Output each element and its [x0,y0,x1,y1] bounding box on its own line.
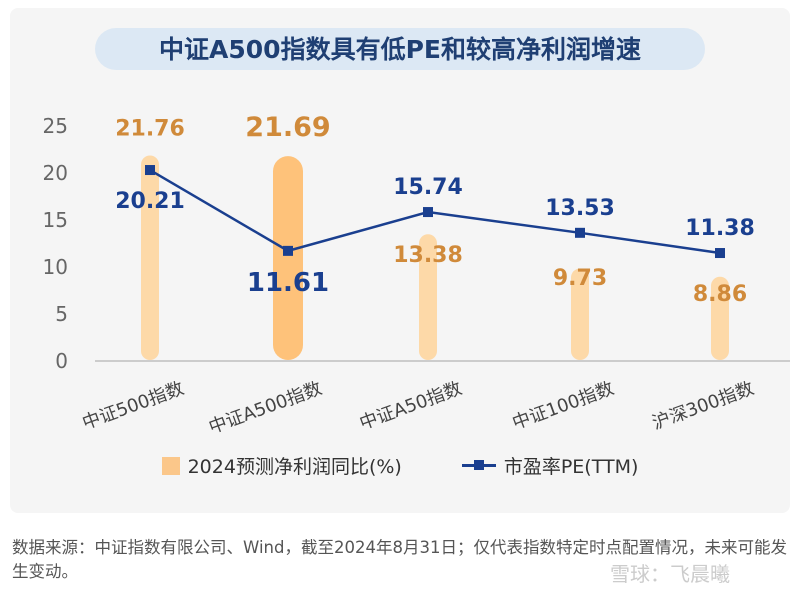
bar-value-label: 9.73 [553,266,607,291]
watermark: 雪球：飞晨曦 [610,562,730,586]
legend: 2024预测净利润同比(%) 市盈率PE(TTM) [0,452,800,479]
chart-card [10,8,790,513]
pe-point [715,248,725,259]
y-tick-label: 20 [43,161,68,185]
legend-label-line: 市盈率PE(TTM) [503,456,639,478]
legend-item-line: 市盈率PE(TTM) [461,452,639,479]
y-tick-label: 15 [43,208,68,232]
legend-swatch-bar [161,456,180,475]
pe-value-label: 20.21 [115,189,185,214]
x-tick-label: 中证100指数 [510,378,617,434]
pe-value-label: 13.53 [545,196,615,221]
bar-value-label: 8.86 [693,282,747,307]
x-tick-label: 中证A500指数 [206,378,325,438]
bar [711,276,729,360]
y-tick-label: 25 [43,114,68,138]
pe-point [145,165,155,176]
legend-item-bar: 2024预测净利润同比(%) [161,452,402,479]
bar [273,156,303,360]
pe-value-label: 15.74 [393,175,463,200]
x-tick-label: 沪深300指数 [650,378,757,434]
legend-label-bar: 2024预测净利润同比(%) [187,456,402,478]
pe-point [575,227,585,238]
bar [571,268,589,360]
pe-value-label: 11.61 [247,268,329,298]
legend-swatch-line [461,460,496,470]
bar-value-label: 21.76 [115,116,185,141]
y-tick-label: 10 [43,255,68,279]
y-tick-label: 0 [55,349,68,373]
bar [141,155,159,360]
x-tick-label: 中证A50指数 [357,378,465,434]
x-tick-label: 中证500指数 [80,378,187,434]
title-background [95,28,705,70]
footnote: 数据来源：中证指数有限公司、Wind，截至2024年8月31日；仅代表指数特定时… [12,538,787,581]
bar-value-label: 13.38 [393,243,463,268]
bar [419,234,437,360]
chart-title: 中证A500指数具有低PE和较高净利润增速 [159,35,641,64]
pe-point [283,245,293,256]
y-tick-label: 5 [55,302,68,326]
pe-point [423,207,433,218]
bar-value-label: 21.69 [245,112,330,143]
pe-value-label: 11.38 [685,216,755,241]
